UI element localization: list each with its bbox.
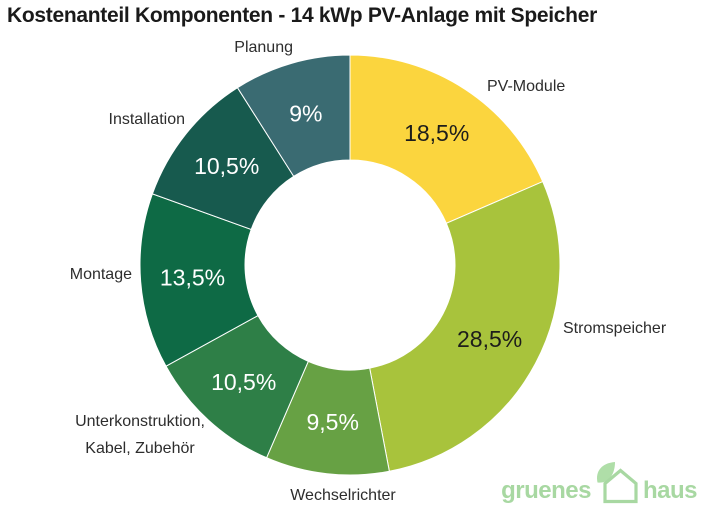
segment-value-label-unterkonstruktion-kabel-zubeh-r: 10,5% <box>211 369 276 395</box>
chart-title: Kostenanteil Komponenten - 14 kWp PV-Anl… <box>7 4 597 27</box>
segment-value-label-planung: 9% <box>289 100 322 126</box>
segment-name-label-unterkonstruktion-kabel-zubeh-r-line2: Kabel, Zubehör <box>85 440 195 457</box>
donut-segment-stromspeicher <box>369 180 561 472</box>
segment-value-label-pv-module: 18,5% <box>404 120 469 146</box>
segment-value-label-stromspeicher: 28,5% <box>457 326 522 352</box>
leaf-house-icon <box>596 462 638 504</box>
segment-value-label-wechselrichter: 9,5% <box>306 409 358 435</box>
segment-name-label-pv-module: PV-Module <box>487 78 565 95</box>
brand-logo-text-haus: haus <box>642 477 698 504</box>
segment-name-label-planung: Planung <box>234 39 293 56</box>
donut-segment-planung <box>236 54 351 178</box>
brand-logo-text-gruenes: gruenes <box>501 477 591 504</box>
donut-segment-pv-module <box>349 54 544 224</box>
segment-name-label-installation: Installation <box>109 111 186 128</box>
segment-name-label-wechselrichter: Wechselrichter <box>290 487 396 504</box>
segment-value-label-montage: 13,5% <box>160 264 225 290</box>
brand-logo: gruenes haus <box>501 461 698 505</box>
segment-name-label-stromspeicher: Stromspeicher <box>563 320 667 337</box>
segment-name-label-unterkonstruktion-kabel-zubeh-r-line1: Unterkonstruktion, <box>75 413 205 430</box>
segment-value-label-installation: 10,5% <box>194 153 259 179</box>
segment-name-label-montage: Montage <box>70 266 132 283</box>
